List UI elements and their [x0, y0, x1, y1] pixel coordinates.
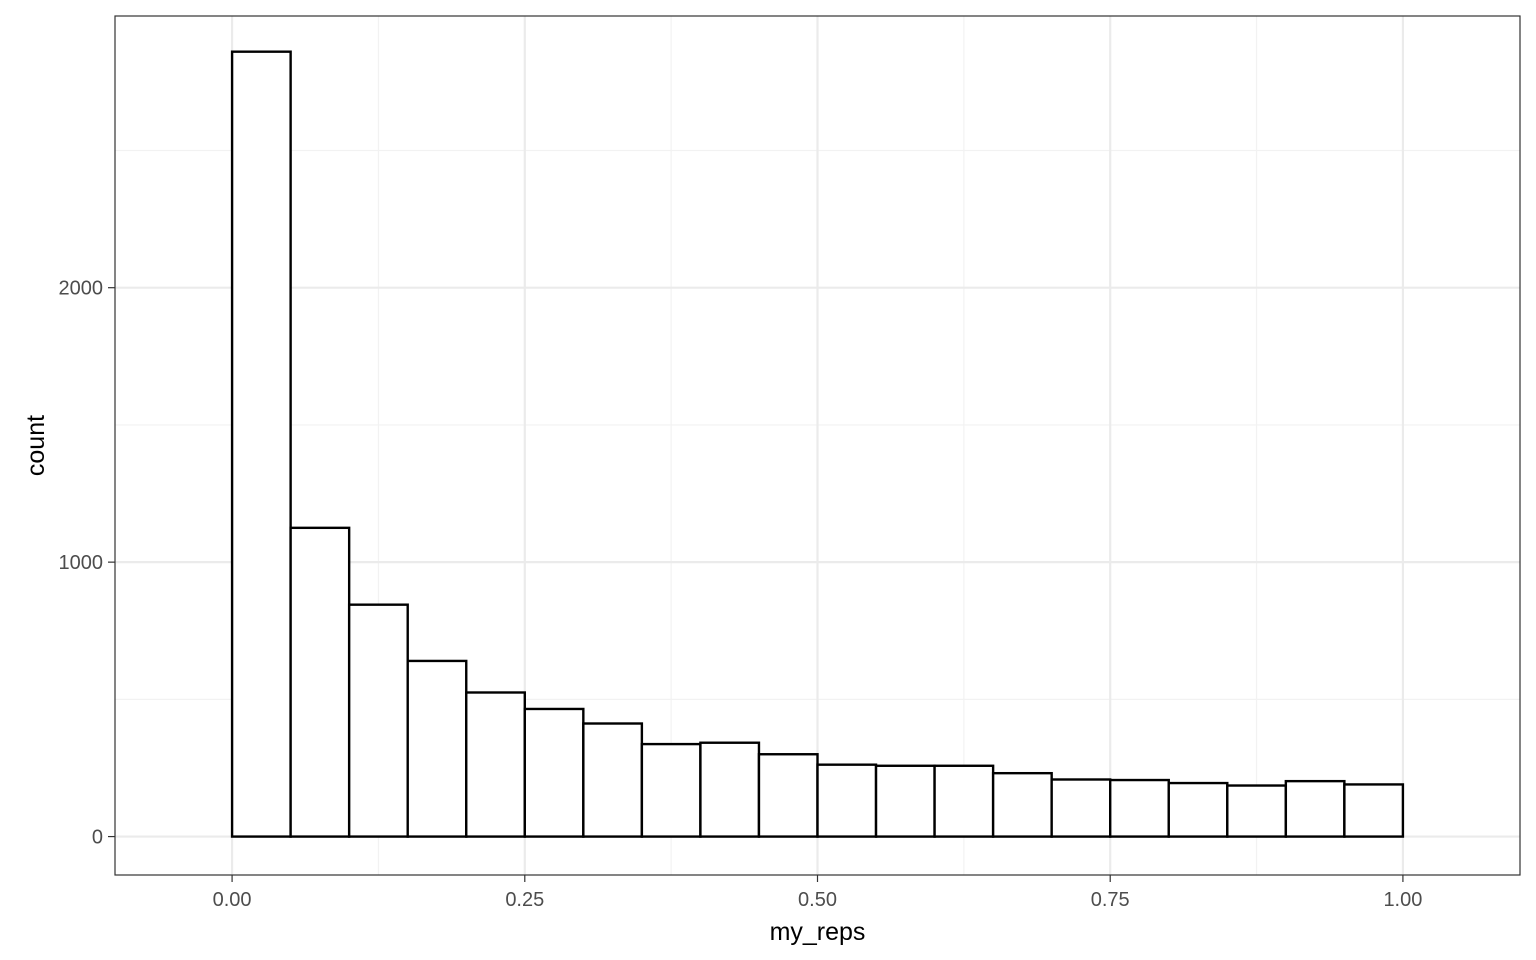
histogram-bar-8 [640, 742, 702, 838]
histogram-bar-14 [991, 771, 1053, 838]
histogram-bar-5 [465, 691, 526, 838]
histogram-bar-9 [699, 741, 761, 838]
histogram-bar-2 [289, 526, 351, 838]
histogram-bar-17 [1167, 781, 1229, 838]
x-axis-ticks: 0.00 0.25 0.50 0.75 1.00 [213, 875, 1422, 911]
y-axis-ticks: 0 1000 2000 [59, 278, 115, 849]
y-tick-label: 0 [92, 827, 103, 849]
y-tick-label: 1000 [59, 552, 104, 574]
x-tick-label: 0.00 [213, 889, 252, 911]
histogram-bar-11 [816, 763, 878, 838]
x-tick-label: 1.00 [1383, 889, 1422, 911]
x-axis-title: my_reps [770, 918, 866, 946]
x-tick-label: 0.75 [1091, 889, 1130, 911]
histogram-bar-7 [582, 722, 644, 838]
histogram-bar-13 [933, 764, 995, 838]
histogram-bar-16 [1109, 778, 1170, 838]
histogram-bar-12 [874, 764, 936, 838]
histogram-bar-4 [406, 659, 468, 838]
histogram-bar-15 [1050, 778, 1112, 838]
histogram-bar-19 [1284, 779, 1346, 838]
histogram-bars [230, 50, 1405, 838]
y-tick-label: 2000 [59, 278, 104, 300]
x-tick-label: 0.50 [798, 889, 837, 911]
x-tick-label: 0.25 [505, 889, 544, 911]
histogram-bar-18 [1226, 784, 1288, 838]
y-axis-title: count [22, 415, 50, 476]
histogram-bar-3 [347, 603, 409, 838]
histogram-bar-1 [230, 50, 292, 838]
histogram-bar-10 [757, 753, 819, 838]
histogram-bar-20 [1343, 783, 1405, 838]
histogram-bar-6 [523, 707, 585, 838]
